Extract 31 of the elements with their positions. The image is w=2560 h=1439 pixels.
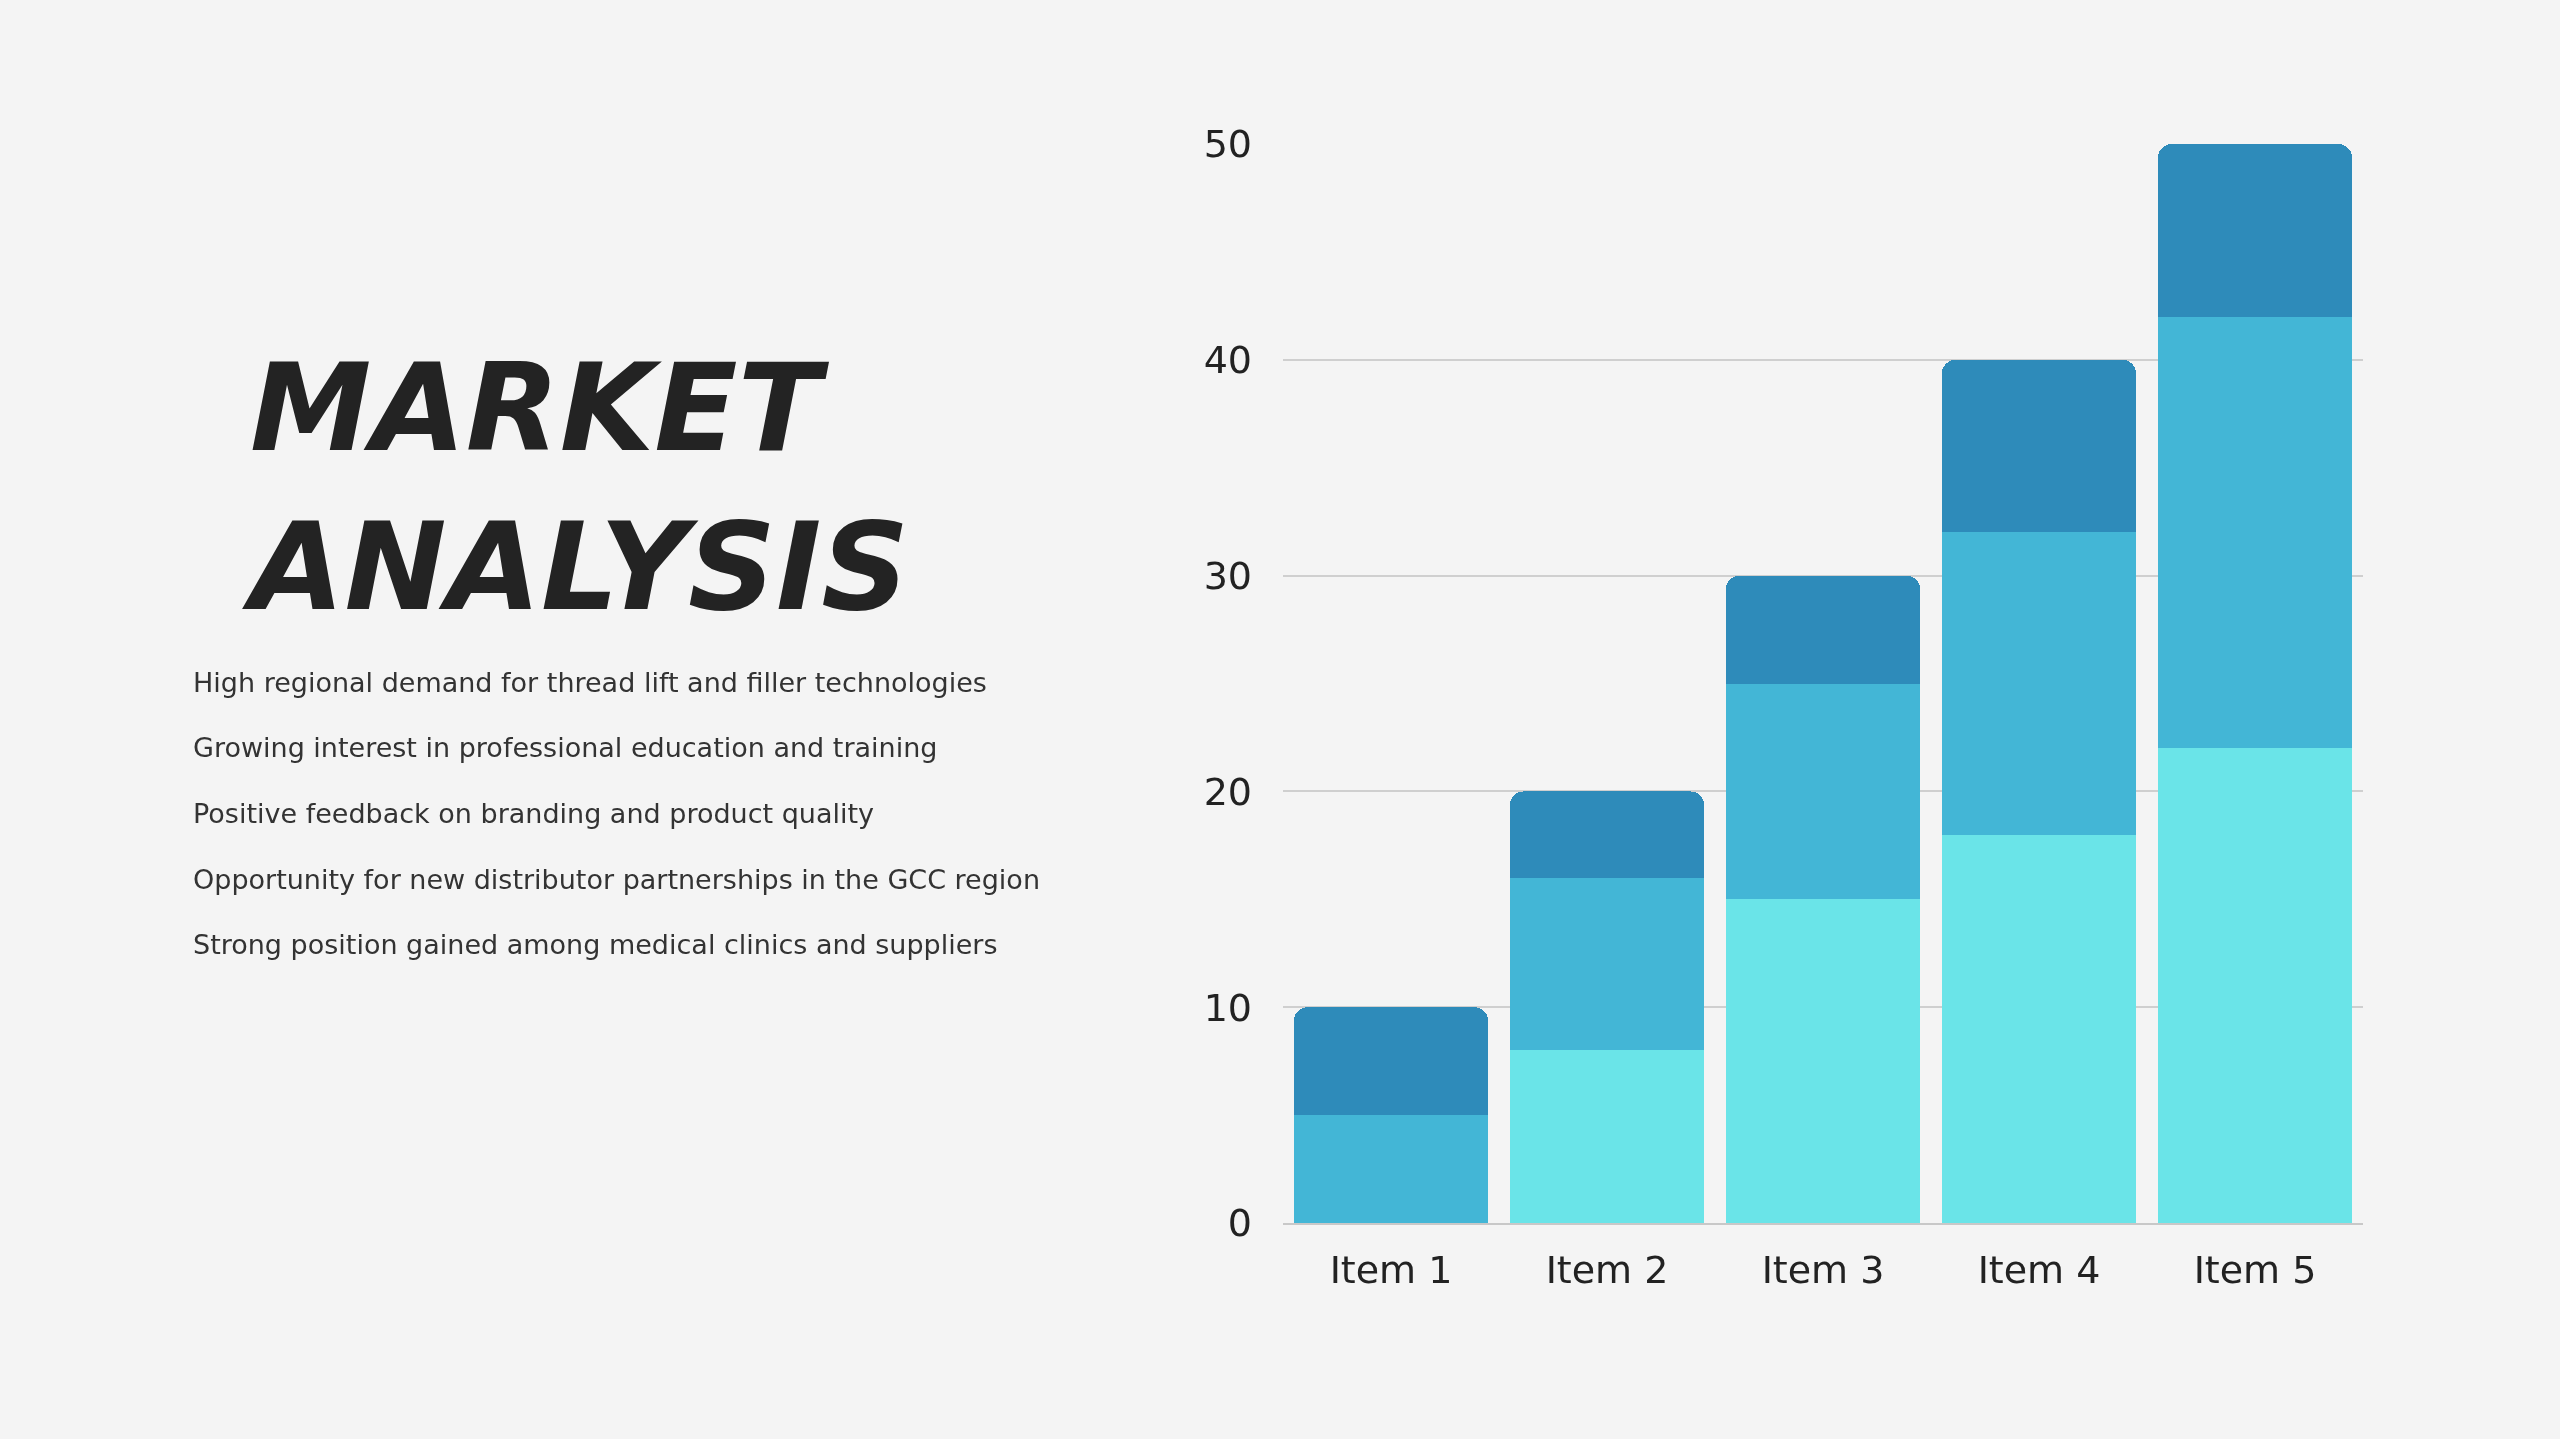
bar xyxy=(1509,877,1705,1051)
y-tick-label: 0 xyxy=(1227,1201,1252,1246)
bar xyxy=(1293,1115,1489,1223)
bar xyxy=(1941,359,2137,533)
x-tick-label: Item 5 xyxy=(2193,1247,2317,1292)
bar xyxy=(1941,834,2137,1223)
text: Opportunity for new distributor partnerships in the GCC region xyxy=(193,864,1040,895)
bar xyxy=(2157,748,2353,1223)
x-tick-label: Item 3 xyxy=(1761,1247,1885,1292)
y-tick-label: 30 xyxy=(1203,553,1252,598)
bar xyxy=(2157,144,2353,317)
bar xyxy=(1725,575,1921,684)
y-tick-label: 50 xyxy=(1203,122,1252,167)
bar xyxy=(2157,316,2353,749)
text: Strong position gained among medical clinics and suppliers xyxy=(193,929,998,960)
bar xyxy=(1725,683,1921,900)
x-tick-label: Item 2 xyxy=(1545,1247,1669,1292)
bar xyxy=(1941,532,2137,835)
y-tick-label: 20 xyxy=(1203,769,1252,814)
y-tick-label: 10 xyxy=(1203,985,1252,1030)
x-tick-label: Item 1 xyxy=(1329,1247,1453,1292)
bar xyxy=(1725,899,1921,1223)
text: High regional demand for thread lift and filler technologies xyxy=(193,667,987,698)
bar xyxy=(1509,1050,1705,1223)
text: Positive feedback on branding and product quality xyxy=(193,798,875,829)
text: Growing interest in professional education and training xyxy=(193,732,938,763)
text: MARKET ANALYSIS xyxy=(242,337,910,638)
bar xyxy=(1509,791,1705,878)
bar xyxy=(1293,1007,1489,1116)
x-tick-label: Item 4 xyxy=(1977,1247,2101,1292)
y-tick-label: 40 xyxy=(1203,338,1252,383)
